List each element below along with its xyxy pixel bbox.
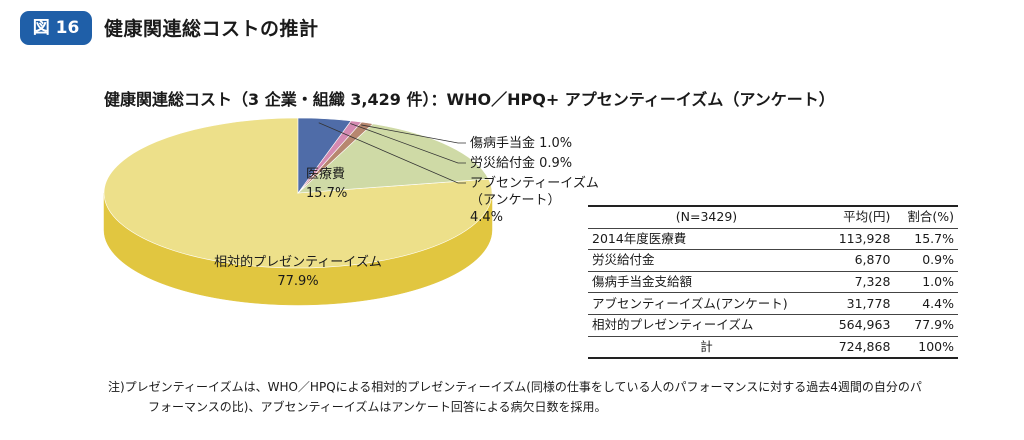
table-cell-average: 31,778	[824, 292, 895, 315]
callout-leader-line	[318, 122, 466, 184]
table-cell-average: 7,328	[824, 271, 895, 294]
callout-leader-line	[361, 124, 466, 144]
table-cell-share: 1.0%	[894, 271, 958, 294]
pie-callout-label: 4.4%	[470, 210, 503, 225]
table-cell-item: アブセンティーイズム(アンケート)	[588, 292, 825, 315]
pie-slice	[103, 117, 493, 269]
chart-title: 健康関連総コスト（3 企業・組織 3,429 件）：WHO／HPQ+ アプセンテ…	[104, 90, 835, 109]
table-header-row: (N=3429) 平均(円) 割合(%)	[588, 204, 958, 229]
table-cell-average: 113,928	[824, 228, 895, 251]
table-cell-share: 77.9%	[894, 314, 958, 337]
pie-callout-label: 傷病手当金 1.0%	[470, 135, 572, 151]
table-cell-item: 労災給付金	[588, 249, 825, 272]
table-cell-item: 2014年度医療費	[588, 228, 825, 251]
table-cell-total-share: 100%	[894, 336, 958, 360]
pie-slice-value-label: 77.9%	[277, 274, 318, 289]
table-row: 傷病手当金支給額 7,328 1.0%	[588, 271, 958, 294]
pie-slice-label: 相対的プレゼンティーイズム	[214, 254, 382, 270]
pie-slice	[297, 117, 352, 194]
table-cell-total-average: 724,868	[824, 336, 895, 360]
table-cell-total-label: 計	[588, 336, 825, 360]
pie-callout-label: （アンケート）	[470, 193, 560, 208]
figure-title: 健康関連総コストの推計	[104, 18, 319, 40]
figure-number-badge: 図 16	[20, 11, 92, 45]
table-cell-item: 傷病手当金支給額	[588, 271, 825, 294]
pie-slice-label: 医療費	[306, 167, 345, 182]
callout-leader-line	[350, 123, 466, 164]
table-row: アブセンティーイズム(アンケート) 31,778 4.4%	[588, 292, 958, 315]
table-cell-average: 564,963	[824, 314, 895, 337]
table-cell-share: 15.7%	[894, 228, 958, 251]
footnote: 注)プレゼンティーイズムは、WHO／HPQによる相対的プレゼンティーイズム(同様…	[108, 377, 968, 417]
table-cell-share: 0.9%	[894, 249, 958, 272]
pie-slices	[103, 117, 493, 269]
table-cell-item: 相対的プレゼンティーイズム	[588, 314, 825, 337]
pie-labels: 相対的プレゼンティーイズム 77.9% 医療費 15.7% 傷病手当金 1.0% 労災給付…	[214, 122, 599, 289]
table-cell-share: 4.4%	[894, 292, 958, 315]
pie-callout-label: アブセンティーイズム	[470, 175, 599, 191]
cost-table: (N=3429) 平均(円) 割合(%) 2014年度医療費 113,928 1…	[588, 204, 958, 360]
table-header-cell: 割合(%)	[894, 204, 958, 229]
footnote-line: 注)プレゼンティーイズムは、WHO／HPQによる相対的プレゼンティーイズム(同様…	[108, 380, 922, 394]
table-row: 相対的プレゼンティーイズム 564,963 77.9%	[588, 314, 958, 337]
pie-callout-label: 労災給付金 0.9%	[470, 155, 572, 171]
pie-slice-value-label: 15.7%	[306, 186, 347, 201]
table-header-cell: 平均(円)	[824, 204, 895, 229]
table-row: 2014年度医療費 113,928 15.7%	[588, 228, 958, 251]
table-header-cell: (N=3429)	[588, 204, 825, 229]
table-total-row: 計 724,868 100%	[588, 336, 958, 360]
footnote-line: フォーマンスの比)、アブセンティーイズムはアンケート回答による病欠日数を採用。	[148, 400, 607, 414]
table-cell-average: 6,870	[824, 249, 895, 272]
table-row: 労災給付金 6,870 0.9%	[588, 249, 958, 272]
